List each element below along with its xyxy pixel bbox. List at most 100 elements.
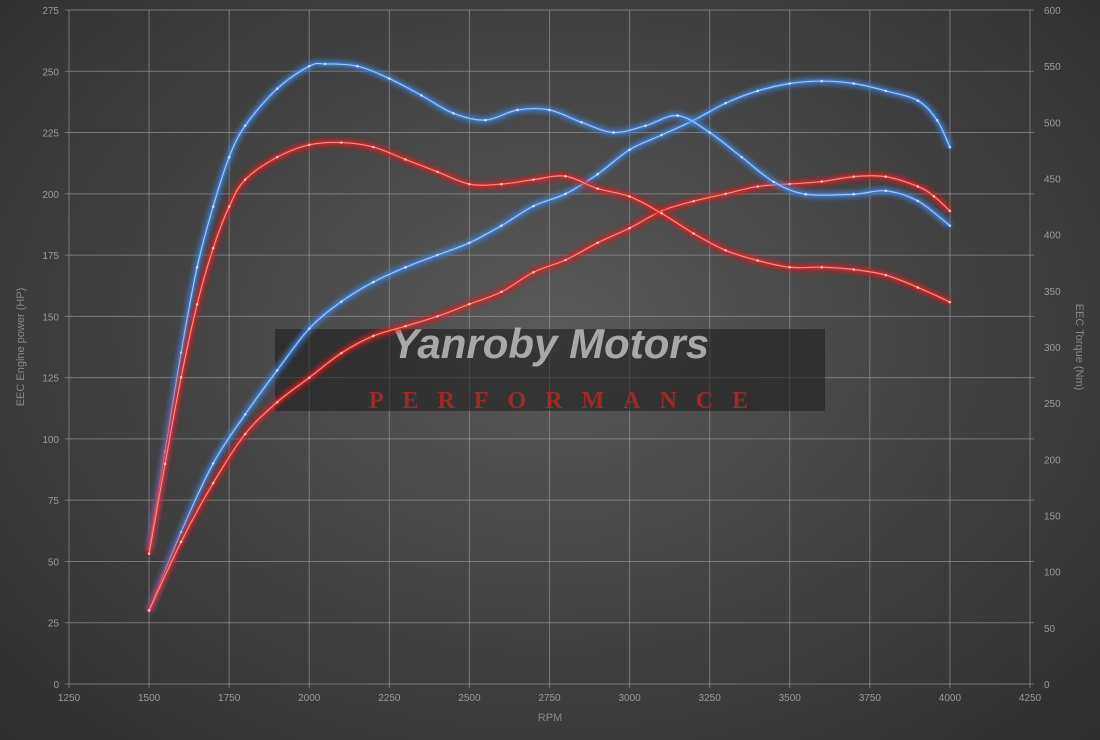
x-tick-label: 1250 [58, 693, 81, 704]
x-tick-label: 3000 [618, 693, 641, 704]
data-point [612, 131, 615, 134]
y-right-tick-label: 600 [1044, 6, 1061, 17]
data-point [179, 530, 183, 534]
data-point [916, 99, 920, 102]
data-point [852, 192, 856, 196]
data-point [564, 174, 567, 178]
data-point [404, 158, 407, 161]
data-point [243, 124, 247, 128]
data-point [372, 145, 375, 149]
data-point [532, 178, 535, 181]
data-point [420, 94, 423, 97]
data-point [580, 121, 583, 124]
data-point [211, 205, 215, 208]
data-point [692, 232, 695, 235]
data-point [372, 280, 375, 284]
data-point [307, 327, 311, 330]
data-point [916, 199, 920, 203]
y-left-tick-label: 150 [42, 312, 59, 323]
data-point [404, 324, 407, 328]
watermark-logo: Yanroby Motors PERFORMANCE [275, 320, 825, 414]
data-point [916, 185, 920, 188]
data-point [916, 286, 920, 289]
data-point [179, 351, 183, 354]
data-point [484, 118, 487, 122]
y-left-tick-label: 75 [48, 496, 60, 507]
data-point [756, 185, 760, 188]
x-tick-label: 3250 [699, 693, 722, 704]
watermark-brand: Yanroby Motors [391, 320, 709, 367]
y-left-tick-label: 125 [42, 374, 59, 385]
data-point [948, 145, 952, 149]
data-point [724, 101, 727, 105]
data-point [628, 195, 631, 198]
data-point [227, 205, 231, 208]
data-point [163, 462, 167, 466]
data-point [356, 64, 359, 68]
x-tick-label: 4000 [939, 693, 962, 704]
data-point [564, 192, 567, 196]
data-point [147, 552, 151, 555]
data-point [884, 175, 888, 178]
data-point [147, 609, 151, 612]
y-right-tick-label: 550 [1044, 62, 1061, 73]
data-point [468, 241, 471, 245]
data-point [740, 155, 743, 159]
data-point [532, 270, 535, 274]
data-point [179, 376, 183, 379]
data-point [275, 87, 279, 90]
data-point [548, 108, 551, 112]
y-left-axis-label: EEC Engine power (HP) [15, 288, 27, 407]
data-point [468, 182, 471, 186]
data-point [275, 400, 279, 404]
y-right-tick-label: 50 [1044, 624, 1056, 635]
data-point [500, 182, 503, 186]
data-point [211, 462, 215, 465]
x-tick-label: 2250 [378, 693, 401, 704]
data-point [436, 253, 439, 257]
data-point [660, 133, 663, 137]
data-point [596, 241, 599, 245]
x-axis-label: RPM [538, 712, 562, 724]
x-tick-label: 4250 [1019, 693, 1042, 704]
x-tick-label: 2750 [538, 693, 561, 704]
y-right-tick-label: 250 [1044, 399, 1061, 410]
y-left-tick-label: 275 [42, 6, 59, 17]
data-point [500, 224, 503, 227]
data-point [500, 290, 503, 294]
data-point [628, 148, 631, 152]
y-left-tick-label: 225 [42, 129, 59, 140]
y-left-tick-label: 50 [48, 557, 60, 568]
y-right-tick-label: 300 [1044, 343, 1061, 354]
data-point [804, 192, 808, 196]
y-right-tick-label: 450 [1044, 175, 1061, 186]
data-point [884, 89, 888, 93]
data-point [660, 212, 663, 215]
data-point [243, 413, 247, 416]
data-point [724, 249, 727, 252]
data-point [243, 178, 247, 181]
data-point [388, 77, 391, 80]
data-point [948, 300, 952, 304]
data-point [852, 268, 856, 271]
data-point [436, 315, 439, 318]
data-point [596, 172, 599, 176]
data-point [935, 118, 939, 122]
data-point [948, 224, 952, 227]
y-right-axis-label: EEC Torque (Nm) [1073, 304, 1085, 391]
data-point [564, 258, 567, 262]
x-tick-label: 2000 [298, 693, 321, 704]
data-point [884, 273, 888, 277]
y-right-tick-label: 350 [1044, 287, 1061, 298]
data-point [676, 114, 679, 117]
data-point [820, 265, 824, 269]
data-point [468, 302, 471, 306]
y-left-tick-label: 0 [53, 680, 59, 691]
y-right-tick-label: 400 [1044, 231, 1061, 242]
data-point [820, 180, 824, 183]
y-right-tick-label: 150 [1044, 512, 1061, 523]
data-point [339, 351, 343, 355]
x-tick-label: 1500 [138, 693, 161, 704]
data-point [788, 265, 792, 269]
